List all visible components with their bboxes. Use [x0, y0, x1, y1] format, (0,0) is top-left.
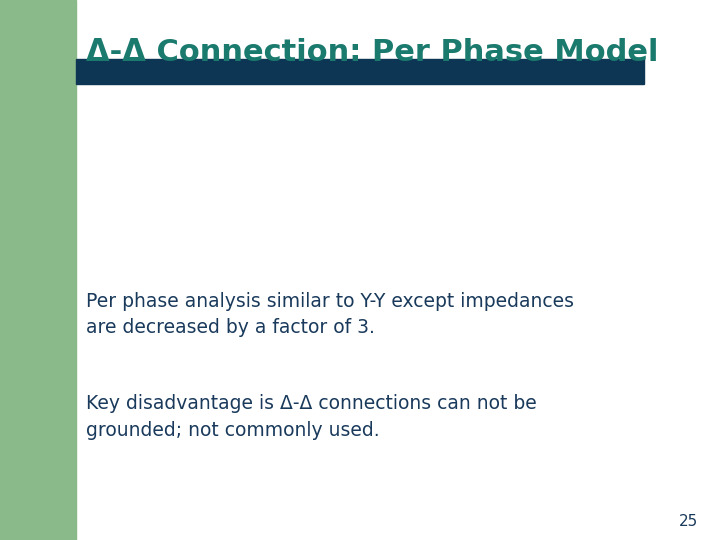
Text: Key disadvantage is Δ-Δ connections can not be
grounded; not commonly used.: Key disadvantage is Δ-Δ connections can … — [86, 394, 537, 440]
Bar — [0, 0, 76, 540]
Bar — [76, 59, 644, 84]
Text: 25: 25 — [679, 514, 698, 529]
Text: Per phase analysis similar to Y-Y except impedances
are decreased by a factor of: Per phase analysis similar to Y-Y except… — [86, 292, 575, 337]
Text: Δ-Δ Connection: Per Phase Model: Δ-Δ Connection: Per Phase Model — [86, 38, 659, 67]
